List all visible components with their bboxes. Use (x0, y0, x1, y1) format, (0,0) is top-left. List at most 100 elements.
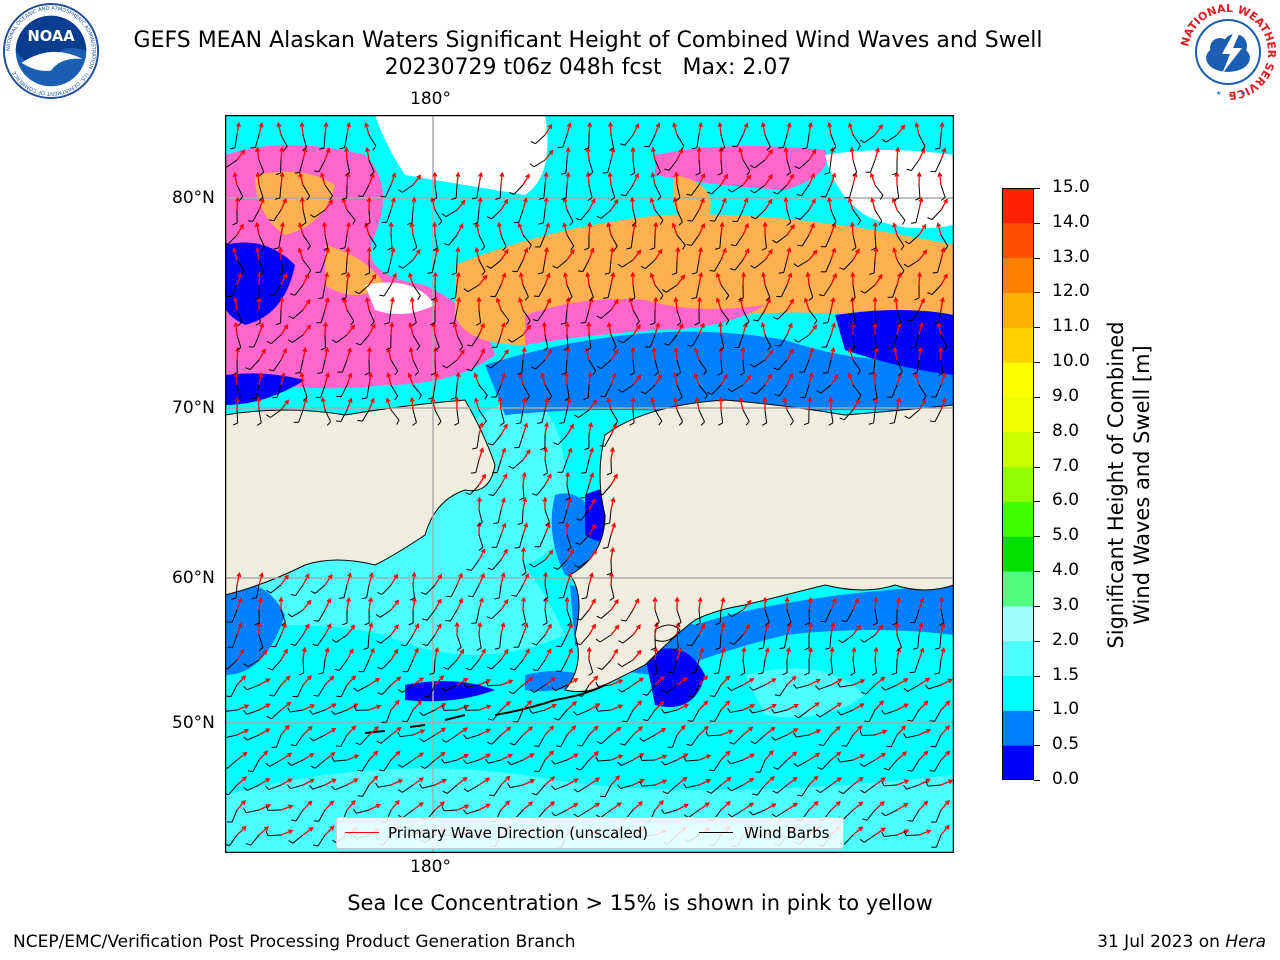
wind-barb-flag (794, 165, 800, 170)
wind-barb (720, 284, 730, 296)
wave-arrow-head (408, 346, 414, 353)
wave-arrow-head (588, 421, 594, 428)
wind-barb (446, 784, 458, 794)
wind-barb (491, 209, 502, 220)
wind-barb (434, 284, 437, 299)
wind-barb-flag (287, 707, 291, 713)
wind-barb-flag (307, 245, 311, 251)
wave-direction-arrow (324, 778, 336, 786)
wind-barb-flag (704, 394, 708, 400)
wave-arrow-head (650, 146, 656, 153)
wind-barb-flag (540, 447, 546, 451)
wave-direction-arrow (236, 197, 239, 211)
wind-barb (487, 684, 502, 687)
wave-arrow-head (463, 677, 469, 683)
wave-direction-arrow (280, 297, 283, 311)
wind-barb (917, 634, 920, 648)
colorbar-tick-mark (1034, 222, 1040, 224)
wave-direction-arrow (302, 624, 310, 636)
wave-direction-arrow (235, 372, 238, 386)
wave-direction-arrow (720, 374, 728, 386)
wind-barb (231, 809, 238, 823)
wave-direction-arrow (610, 572, 613, 586)
wind-barb (779, 334, 788, 347)
wind-barb (711, 384, 722, 395)
wave-direction-arrow (610, 599, 619, 611)
wave-direction-arrow (764, 350, 774, 361)
wave-direction-arrow (474, 373, 480, 386)
wave-direction-arrow (324, 728, 336, 736)
wave-direction-arrow (828, 123, 832, 136)
wave-direction-arrow (918, 348, 922, 361)
wind-barb-flag (508, 690, 514, 695)
wind-barb (236, 309, 243, 323)
wind-barb-flag (529, 163, 535, 168)
wave-arrow-head (678, 148, 684, 154)
wind-barb-flag (417, 295, 421, 301)
wave-arrow-head (614, 624, 620, 630)
wind-barb (232, 634, 238, 648)
wind-barb (873, 359, 876, 373)
wave-direction-arrow (764, 374, 772, 386)
colorbar-tick-label: 4.0 (1052, 560, 1080, 581)
wave-arrow-head (723, 173, 728, 179)
wind-barb (493, 484, 502, 496)
wave-arrow-head (760, 321, 766, 328)
wave-direction-arrow (346, 324, 355, 336)
wave-arrow-head (233, 321, 239, 328)
wind-barb-flag (430, 322, 436, 326)
wind-barb-flag (463, 788, 469, 792)
wind-barb (445, 734, 458, 743)
wave-arrow-head (373, 750, 379, 756)
wind-barb-flag (542, 622, 548, 626)
wind-barb (610, 134, 615, 148)
wave-direction-arrow (673, 398, 678, 411)
wave-direction-arrow (874, 730, 887, 736)
colorbar-tick-label: 0.5 (1052, 734, 1080, 755)
wave-arrow-head (917, 346, 923, 353)
wave-arrow-head (394, 799, 400, 805)
wind-barb (388, 309, 392, 323)
wind-barb-flag (364, 272, 370, 276)
wind-barb (691, 634, 700, 647)
wind-barb (346, 209, 356, 221)
wave-direction-arrow (654, 323, 660, 336)
wind-barb-flag (265, 414, 271, 418)
wave-arrow-head (919, 647, 925, 653)
wave-direction-arrow (588, 726, 598, 736)
wave-arrow-head (904, 829, 910, 834)
wave-direction-arrow (258, 272, 261, 286)
wind-barb (893, 334, 898, 348)
wave-direction-arrow (566, 648, 573, 661)
wave-direction-arrow (896, 829, 909, 836)
wind-barb-flag (609, 597, 615, 601)
wave-direction-arrow (544, 597, 547, 611)
wind-barb (492, 709, 502, 721)
wind-barb (536, 484, 546, 496)
wind-barb (407, 659, 414, 673)
wave-direction-arrow (456, 804, 469, 811)
wave-direction-arrow (280, 198, 287, 211)
wave-direction-arrow (456, 173, 459, 186)
wind-barb (873, 409, 876, 423)
wind-barb (368, 159, 375, 173)
wave-direction-arrow (588, 199, 596, 211)
wind-barb-flag (301, 222, 307, 226)
wind-barb-flag (938, 372, 944, 376)
wind-barb-flag (545, 521, 550, 526)
wind-barb-flag (553, 442, 559, 446)
wind-barb-flag (626, 247, 632, 250)
wind-barb (840, 759, 854, 763)
wave-arrow-head (771, 703, 778, 709)
wind-barb-flag (288, 315, 294, 319)
wave-arrow-head (940, 296, 945, 303)
wind-barb-flag (268, 369, 274, 372)
wave-direction-arrow (431, 398, 436, 411)
wind-barb (676, 209, 683, 223)
wind-barb (517, 709, 524, 723)
wind-barb-flag (739, 372, 745, 376)
wind-barb-flag (538, 197, 544, 200)
wave-direction-arrow (456, 273, 460, 286)
wind-barb (341, 359, 348, 373)
wind-barb-flag (850, 297, 856, 301)
